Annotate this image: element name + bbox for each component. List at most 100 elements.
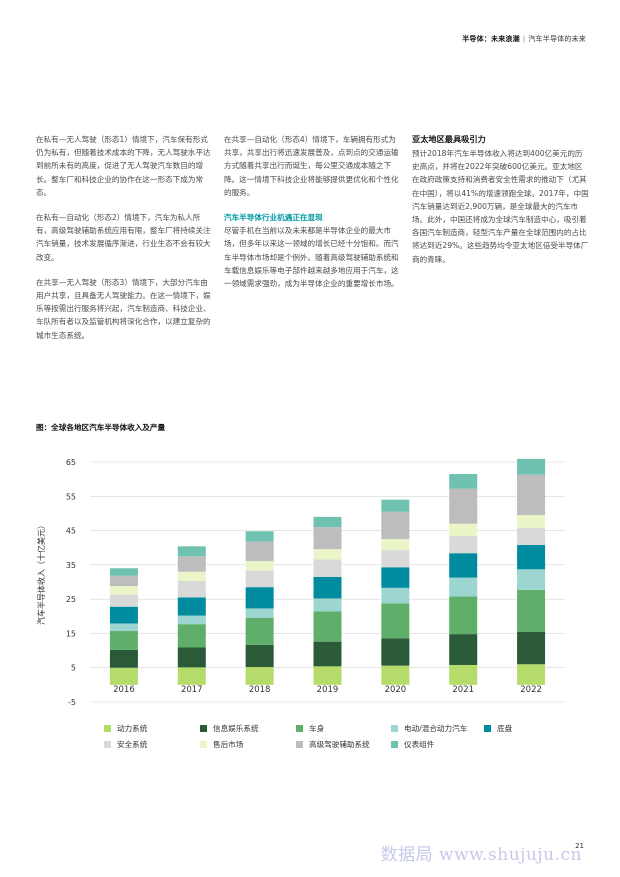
figure-title: 图：全球各地区汽车半导体收入及产量 bbox=[36, 423, 166, 432]
y-tick-label: 65 bbox=[66, 458, 76, 467]
bar-segment bbox=[381, 511, 410, 540]
running-header: 半导体：未来浪潮 | 汽车半导体的未来 bbox=[462, 34, 586, 44]
bar-segment bbox=[381, 499, 410, 512]
legend-label: 电动/混合动力汽车 bbox=[404, 723, 468, 733]
legend-swatch bbox=[391, 724, 398, 732]
bar-segment bbox=[381, 550, 410, 568]
y-tick-label: 45 bbox=[66, 527, 76, 536]
bar-segment bbox=[109, 586, 138, 595]
bar-segment bbox=[517, 458, 546, 475]
paragraph-scenario-4: 在共享—自动化（形态4）情境下，车辆拥有形式为共享，共享出行将迅速发展普及，点到… bbox=[224, 135, 399, 197]
bar-segment bbox=[109, 623, 138, 632]
legend-swatch bbox=[484, 724, 491, 732]
paragraph-opportunity: 尽管手机在当前以及未来都是半导体企业的最大市场，但多年以来这一领域的增长已经十分… bbox=[224, 226, 399, 289]
paragraph-scenario-2: 在私有—自动化（形态2）情境下，汽车为私人所有，高级驾驶辅助系统应用有限，整车厂… bbox=[36, 213, 211, 262]
legend-label: 仪表组件 bbox=[404, 739, 435, 749]
x-tick-label: 2019 bbox=[317, 685, 339, 695]
bar-segment bbox=[245, 667, 274, 685]
legend-item: 信息娱乐系统 bbox=[200, 723, 296, 734]
bar-segment bbox=[313, 559, 342, 577]
legend-item: 车身 bbox=[296, 723, 391, 734]
bar-segment bbox=[381, 587, 410, 604]
legend-item: 仪表组件 bbox=[391, 739, 481, 750]
header-section: 半导体：未来浪潮 bbox=[462, 35, 520, 43]
legend-swatch bbox=[296, 724, 303, 732]
bar-segment bbox=[517, 569, 546, 590]
y-tick-labels: -5 5 15 25 35 45 55 65 bbox=[66, 458, 76, 707]
bar-segment bbox=[449, 553, 478, 578]
text-column-2: 在共享—自动化（形态4）情境下，车辆拥有形式为共享，共享出行将迅速发展普及，点到… bbox=[224, 133, 402, 302]
bar-segment bbox=[177, 615, 206, 625]
bar-segment bbox=[109, 568, 138, 576]
bar-segment bbox=[313, 516, 342, 528]
legend-label: 安全系统 bbox=[117, 739, 148, 749]
chart-legend: 动力系统 信息娱乐系统 车身 电动/混合动力汽车 底盘 安全系统 售后市场 高级驾驶辅助系统… bbox=[104, 720, 524, 752]
bar-segment bbox=[313, 666, 342, 685]
bar-segment bbox=[109, 667, 138, 685]
bar-segment bbox=[177, 580, 206, 598]
watermark: 数据局 www.shujuju.cn bbox=[380, 845, 582, 865]
bar-segment bbox=[177, 624, 206, 648]
bar-segment bbox=[177, 597, 206, 616]
paragraph-scenario-3: 在共享—无人驾驶（形态3）情境下，大部分汽车由用户共享，且具备无人驾驶能力。在这… bbox=[36, 277, 211, 340]
bar-segment bbox=[177, 667, 206, 685]
legend-item: 售后市场 bbox=[200, 739, 296, 750]
x-tick-label: 2016 bbox=[113, 685, 135, 695]
legend-label: 底盘 bbox=[497, 723, 513, 733]
bar-segment bbox=[109, 575, 138, 587]
bar-segment bbox=[381, 603, 410, 639]
bar-segment bbox=[245, 587, 274, 609]
legend-label: 动力系统 bbox=[117, 723, 148, 733]
legend-row: 动力系统 信息娱乐系统 车身 电动/混合动力汽车 底盘 bbox=[104, 720, 524, 736]
bar-segment bbox=[245, 608, 274, 618]
page-number: 21 bbox=[575, 842, 584, 850]
bar-segment bbox=[449, 577, 478, 597]
bar-segment bbox=[449, 664, 478, 685]
bar-segment bbox=[517, 515, 546, 528]
legend-item: 高级驾驶辅助系统 bbox=[296, 739, 391, 750]
bar-segment bbox=[517, 544, 546, 570]
x-tick-label: 2018 bbox=[249, 685, 271, 695]
legend-swatch bbox=[200, 740, 207, 748]
legend-label: 售后市场 bbox=[213, 739, 244, 749]
y-tick-label: 25 bbox=[66, 595, 76, 604]
bar-segment bbox=[245, 570, 274, 588]
y-tick-label: 5 bbox=[71, 664, 76, 673]
bar-segment bbox=[449, 596, 478, 635]
legend-swatch bbox=[104, 724, 111, 732]
chart-bars bbox=[109, 458, 546, 685]
bar-segment bbox=[449, 474, 478, 489]
legend-item: 动力系统 bbox=[104, 723, 200, 734]
text-column-1: 在私有—无人驾驶（形态1）情境下，汽车保有形式仍为私有，但随着技术成本的下降，无… bbox=[36, 133, 214, 354]
bar-segment bbox=[449, 536, 478, 554]
bar-segment bbox=[177, 647, 206, 668]
bar-segment bbox=[109, 649, 138, 668]
y-tick-label: 35 bbox=[66, 561, 76, 570]
legend-item: 安全系统 bbox=[104, 739, 200, 750]
heading-apac: 亚太地区最具吸引力 bbox=[412, 134, 486, 144]
bar-segment bbox=[381, 539, 410, 551]
x-tick-label: 2022 bbox=[520, 685, 542, 695]
bar-segment bbox=[517, 664, 546, 685]
header-separator: | bbox=[522, 35, 526, 43]
bar-segment bbox=[313, 549, 342, 560]
y-tick-label: 15 bbox=[66, 629, 76, 638]
bar-segment bbox=[177, 556, 206, 572]
y-tick-label: -5 bbox=[68, 698, 76, 707]
paragraph-apac: 预计2018年汽车半导体收入将达到400亿美元的历史高点，并将在2022年突破6… bbox=[412, 149, 589, 264]
header-title: 汽车半导体的未来 bbox=[528, 35, 586, 43]
x-tick-label: 2021 bbox=[452, 685, 474, 695]
bar-segment bbox=[177, 546, 206, 557]
bar-segment bbox=[245, 561, 274, 571]
bar-segment bbox=[245, 531, 274, 542]
bar-segment bbox=[313, 527, 342, 550]
stacked-bar-chart: -5 5 15 25 35 45 55 65 2016 2017 2018 2019 2020 2021… bbox=[36, 458, 565, 707]
bar-segment bbox=[245, 618, 274, 645]
text-column-3: 亚太地区最具吸引力 预计2018年汽车半导体收入将达到400亿美元的历史高点，并… bbox=[412, 133, 590, 278]
subheading-opportunity: 汽车半导体行业机遇正在显现 bbox=[224, 213, 323, 223]
bar-segment bbox=[517, 527, 546, 545]
bar-segment bbox=[109, 594, 138, 607]
bar-segment bbox=[517, 474, 546, 516]
legend-row: 安全系统 售后市场 高级驾驶辅助系统 仪表组件 bbox=[104, 736, 524, 752]
x-tick-label: 2017 bbox=[181, 685, 203, 695]
